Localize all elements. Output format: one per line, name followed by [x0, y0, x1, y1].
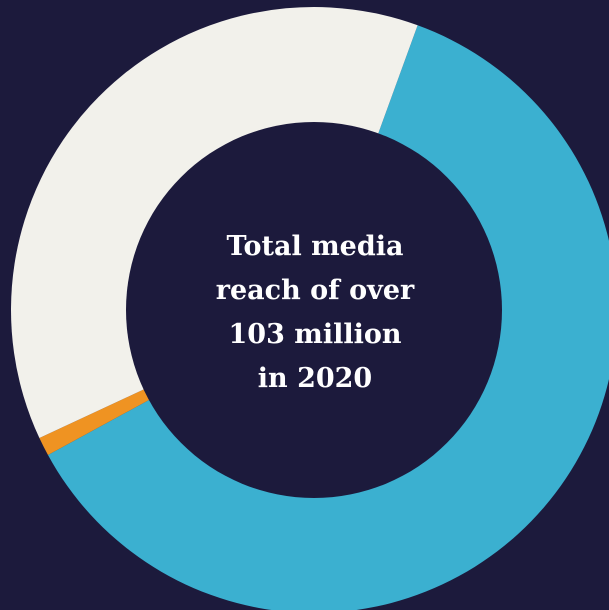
- donut-hole: [126, 122, 502, 498]
- center-label-line-3: 103 million: [228, 319, 402, 350]
- center-label-line-4: in 2020: [257, 363, 373, 394]
- center-label-line-1: Total media: [226, 231, 404, 262]
- center-label-line-2: reach of over: [215, 275, 415, 306]
- center-label: Total media reach of over 103 million in…: [190, 225, 440, 401]
